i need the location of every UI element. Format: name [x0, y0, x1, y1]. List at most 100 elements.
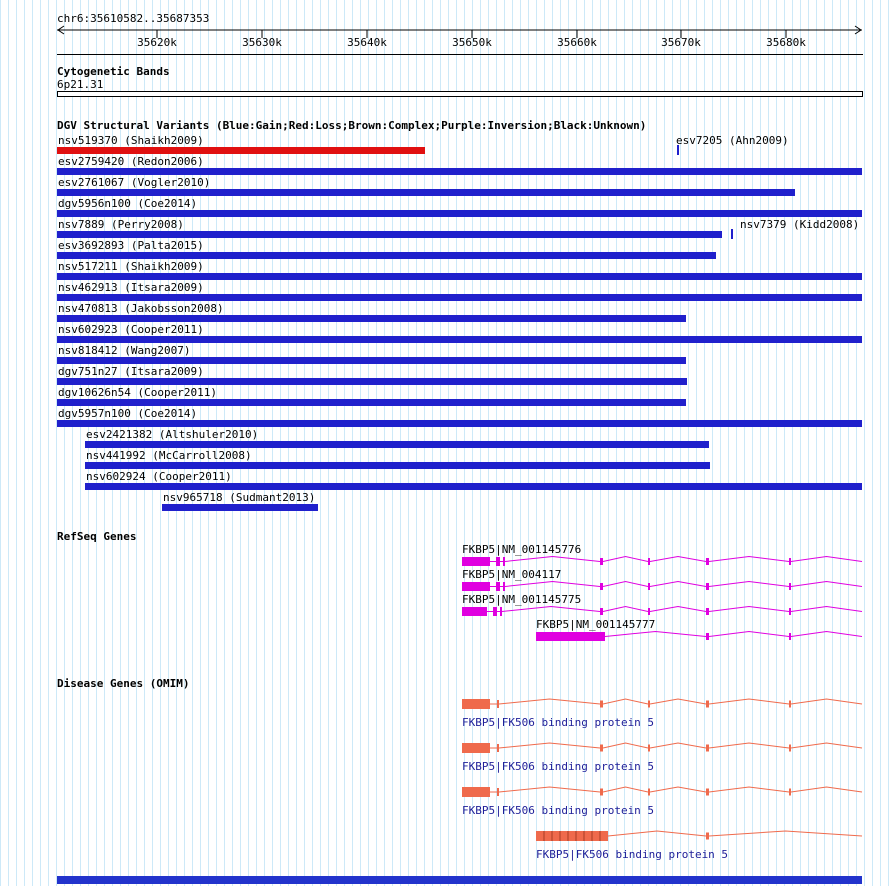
refseq-gene-exon: [600, 608, 603, 615]
refseq-gene-model[interactable]: [461, 600, 865, 626]
omim-gene-exon: [600, 700, 603, 708]
refseq-gene-exon: [462, 557, 490, 566]
variant-label: dgv5956n100 (Coe2014): [58, 197, 198, 210]
variant-label: nsv517211 (Shaikh2009): [58, 260, 204, 273]
refseq-gene-exon: [648, 583, 650, 590]
refseq-gene-exon: [706, 558, 709, 565]
variant-bar[interactable]: [57, 294, 862, 301]
omim-gene-exon: [789, 700, 791, 708]
axis-tick-label: 35660k: [557, 36, 597, 49]
omim-gene-exon: [497, 744, 499, 752]
refseq-gene-model[interactable]: [461, 575, 865, 601]
omim-gene-label: FKBP5|FK506 binding protein 5: [462, 760, 655, 773]
variant-bar[interactable]: [85, 441, 709, 448]
refseq-gene-exon: [789, 633, 791, 640]
variant-label: nsv818412 (Wang2007): [58, 344, 191, 357]
omim-gene-exon: [536, 831, 608, 841]
refseq-gene-exon: [500, 607, 502, 616]
variant-label: esv2761067 (Vogler2010): [58, 176, 211, 189]
omim-gene-exon: [497, 788, 499, 796]
variant-label: nsv7379 (Kidd2008): [740, 218, 860, 231]
section-divider: [57, 54, 863, 55]
variant-bar[interactable]: [162, 504, 318, 511]
axis-tick-label: 35640k: [347, 36, 387, 49]
variant-label: dgv5957n100 (Coe2014): [58, 407, 198, 420]
variant-bar[interactable]: [57, 273, 862, 280]
refseq-gene-exon: [536, 632, 605, 641]
variant-bar[interactable]: [85, 483, 862, 490]
variant-label: nsv462913 (Itsara2009): [58, 281, 204, 294]
cytoband-bar[interactable]: [57, 91, 863, 97]
refseq-gene-exon: [648, 608, 650, 615]
omim-gene-exon: [462, 699, 490, 709]
variant-bar[interactable]: [57, 378, 687, 385]
coordinate-axis: [57, 25, 862, 38]
dgv-section-title: DGV Structural Variants (Blue:Gain;Red:L…: [57, 119, 647, 132]
omim-gene-exon: [706, 832, 709, 840]
refseq-gene-exon: [462, 607, 487, 616]
region-overview-bar[interactable]: [57, 876, 862, 884]
omim-gene-model[interactable]: [461, 780, 865, 806]
variant-bar[interactable]: [57, 420, 862, 427]
refseq-gene-exon: [600, 583, 603, 590]
variant-bar[interactable]: [57, 147, 425, 154]
variant-tick[interactable]: [677, 145, 679, 155]
refseq-gene-exon: [503, 557, 505, 566]
omim-gene-model[interactable]: [461, 736, 865, 762]
region-coordinates: chr6:35610582..35687353: [57, 12, 210, 25]
omim-gene-label: FKBP5|FK506 binding protein 5: [462, 804, 655, 817]
refseq-gene-label: FKBP5|NM_001145776: [462, 543, 582, 556]
variant-label: nsv441992 (McCarroll2008): [86, 449, 252, 462]
axis-tick-label: 35670k: [661, 36, 701, 49]
variant-label: nsv602923 (Cooper2011): [58, 323, 204, 336]
omim-gene-exon: [706, 744, 709, 752]
variant-bar[interactable]: [57, 252, 716, 259]
variant-bar[interactable]: [57, 210, 862, 217]
refseq-gene-exon: [648, 558, 650, 565]
omim-gene-model[interactable]: [535, 824, 865, 850]
omim-gene-exon: [706, 700, 709, 708]
variant-label: dgv10626n54 (Cooper2011): [58, 386, 217, 399]
variant-bar[interactable]: [57, 168, 862, 175]
omim-gene-exon: [648, 744, 650, 752]
variant-bar[interactable]: [57, 315, 686, 322]
refseq-gene-label: FKBP5|NM_001145777: [536, 618, 656, 631]
refseq-section-title: RefSeq Genes: [57, 530, 137, 543]
refseq-gene-exon: [493, 607, 497, 616]
refseq-gene-label: FKBP5|NM_004117: [462, 568, 562, 581]
variant-bar[interactable]: [85, 462, 710, 469]
variant-bar[interactable]: [57, 231, 722, 238]
variant-bar[interactable]: [57, 357, 686, 364]
omim-gene-label: FKBP5|FK506 binding protein 5: [462, 716, 655, 729]
axis-tick-label: 35630k: [242, 36, 282, 49]
refseq-gene-exon: [496, 582, 500, 591]
variant-label: nsv965718 (Sudmant2013): [163, 491, 316, 504]
variant-bar[interactable]: [57, 189, 795, 196]
axis-tick-label: 35650k: [452, 36, 492, 49]
variant-bar[interactable]: [57, 399, 686, 406]
variant-label: nsv519370 (Shaikh2009): [58, 134, 204, 147]
variant-label: esv2421382 (Altshuler2010): [86, 428, 259, 441]
cytobands-section-title: Cytogenetic Bands: [57, 65, 170, 78]
omim-gene-exon: [462, 743, 490, 753]
refseq-gene-exon: [496, 557, 500, 566]
cytoband-name: 6p21.31: [57, 78, 104, 91]
omim-gene-exon: [789, 744, 791, 752]
omim-gene-exon: [600, 744, 603, 752]
axis-tick-label: 35680k: [766, 36, 806, 49]
omim-gene-model[interactable]: [461, 692, 865, 718]
refseq-gene-exon: [789, 558, 791, 565]
variant-label: esv3692893 (Palta2015): [58, 239, 204, 252]
refseq-gene-model[interactable]: [535, 625, 865, 651]
refseq-gene-exon: [600, 558, 603, 565]
omim-gene-exon: [462, 787, 490, 797]
omim-gene-exon: [600, 788, 603, 796]
refseq-gene-exon: [706, 583, 709, 590]
refseq-gene-exon: [503, 582, 505, 591]
refseq-gene-label: FKBP5|NM_001145775: [462, 593, 582, 606]
omim-gene-exon: [648, 788, 650, 796]
refseq-gene-model[interactable]: [461, 550, 865, 576]
variant-bar[interactable]: [57, 336, 862, 343]
variant-label: nsv7889 (Perry2008): [58, 218, 184, 231]
variant-tick[interactable]: [731, 229, 733, 239]
